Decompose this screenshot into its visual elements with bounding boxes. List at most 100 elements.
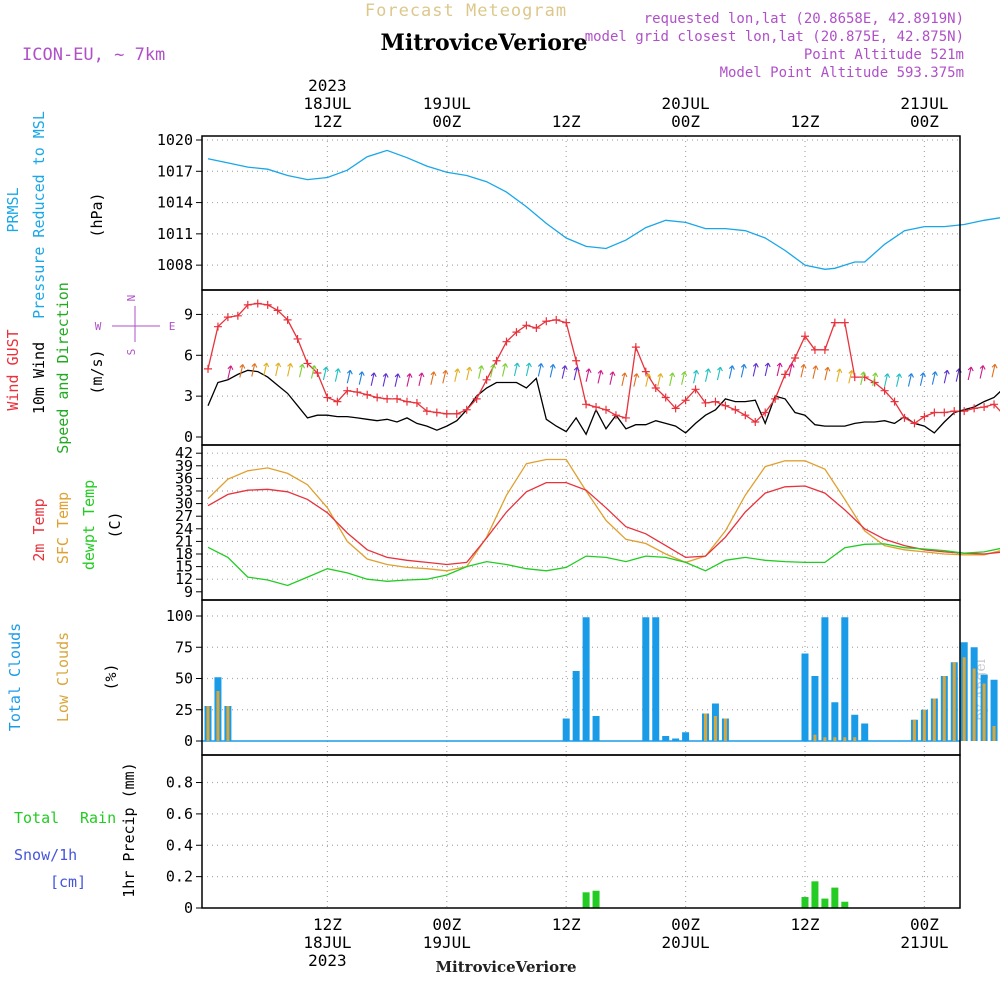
low-cloud-bar: [932, 698, 936, 741]
wind-direction-arrow: [430, 371, 437, 385]
gust-marker: [611, 411, 620, 420]
total-rain-label-1: Total: [14, 809, 59, 827]
low-cloud-bar: [713, 716, 717, 741]
model-label: ICON-EU, ~ 7km: [22, 45, 165, 65]
y-tick-label: 0.4: [166, 836, 193, 854]
total-cloud-bar: [662, 736, 670, 741]
wind-direction-arrow: [513, 362, 520, 377]
y-tick-label: 1011: [157, 225, 193, 243]
gust-marker: [422, 407, 431, 416]
gust-marker: [363, 390, 372, 399]
prmsl-unit-label: (hPa): [88, 192, 106, 237]
y-tick-label: 24: [175, 520, 193, 538]
gust-marker: [373, 393, 382, 402]
y-tick-label: 0.2: [166, 868, 193, 886]
requested-coords: requested lon,lat (20.8658E, 42.8919N): [644, 11, 964, 27]
gust-marker: [840, 318, 849, 327]
y-tick-label: 18: [175, 545, 193, 563]
gust-marker: [950, 407, 959, 416]
wind-direction-arrow: [943, 369, 950, 384]
wind-direction-arrow: [609, 371, 616, 385]
wind-direction-arrow: [299, 363, 306, 378]
wind-direction-arrow: [669, 372, 676, 386]
compass-e: E: [169, 320, 176, 333]
marks-layer: [202, 149, 1000, 908]
gust-marker: [661, 393, 670, 402]
precip-bar: [801, 897, 809, 908]
total-clouds-label: Total Clouds: [6, 623, 24, 731]
gust-marker: [830, 318, 839, 327]
total-cloud-bar: [841, 617, 849, 741]
wind-direction-arrow: [836, 368, 843, 382]
wind-direction-arrow: [442, 370, 449, 384]
total-cloud-bar: [562, 718, 570, 741]
gust-marker: [562, 318, 571, 327]
wind-direction-arrow: [382, 373, 389, 387]
gust-marker: [850, 373, 859, 382]
bottom-time-label: 20JUL: [662, 933, 710, 952]
gust-marker: [820, 345, 829, 354]
total-cloud-bar: [682, 732, 690, 741]
low-cloud-bar: [216, 691, 220, 741]
total-cloud-bar: [801, 653, 809, 741]
low-cloud-bar: [853, 737, 857, 741]
y-tick-label: 1008: [157, 256, 193, 274]
compass-n: N: [125, 295, 138, 302]
gust-marker: [970, 404, 979, 413]
y-tick-label: 27: [175, 507, 193, 525]
y-tick-label: 39: [175, 457, 193, 475]
total-cloud-bar: [990, 679, 998, 741]
total-cloud-bar: [642, 617, 650, 741]
low-cloud-bar: [982, 683, 986, 741]
wind-direction-arrow: [896, 373, 903, 387]
low-cloud-bar: [942, 676, 946, 741]
wind-direction-arrow: [633, 373, 640, 387]
gust-marker: [791, 354, 800, 363]
top-time-label: 12Z: [791, 112, 820, 131]
gust-marker: [273, 306, 282, 315]
gust-label: Wind GUST: [4, 329, 22, 410]
total-cloud-bar: [851, 714, 859, 741]
wind-direction-arrow: [764, 362, 771, 377]
y-tick-label: 3: [184, 387, 193, 405]
top-time-label: 18JUL: [303, 94, 351, 113]
y-tick-label: 21: [175, 532, 193, 550]
snow-label: Snow/1h: [14, 846, 77, 864]
y-tick-label: 0.6: [166, 805, 193, 823]
y-tick-label: 9: [184, 583, 193, 601]
wind-direction-arrow: [657, 373, 664, 387]
wind-direction-arrow: [561, 365, 568, 379]
wind-direction-arrow: [776, 362, 783, 377]
gust-marker: [920, 412, 929, 421]
wind-direction-arrow: [537, 363, 544, 377]
top-time-label: 12Z: [313, 112, 342, 131]
gust-marker: [870, 378, 879, 387]
wind-direction-arrow: [919, 372, 926, 386]
low-cloud-bar: [823, 737, 827, 741]
wind-direction-arrow: [728, 365, 735, 379]
gust-marker: [721, 401, 730, 410]
precip-bar: [592, 890, 600, 908]
wind-direction-arrow: [346, 369, 353, 384]
temp-2m-line: [207, 481, 1000, 566]
total-cloud-bar: [861, 723, 869, 741]
y-tick-label: 25: [175, 701, 193, 719]
wind-direction-arrow: [693, 369, 700, 384]
wind-direction-arrow: [681, 371, 688, 385]
gust-marker: [741, 411, 750, 420]
wind-direction-arrow: [263, 362, 270, 377]
precip-bar: [841, 901, 849, 908]
gust-marker: [223, 313, 232, 322]
wind-direction-arrow: [358, 371, 365, 385]
gust-marker: [293, 334, 302, 343]
wind-speed-line: [207, 369, 1000, 436]
low-cloud-bar: [206, 706, 210, 741]
total-cloud-bar: [582, 617, 590, 741]
low-cloud-bar: [723, 718, 727, 741]
y-tick-label: 1014: [157, 194, 193, 212]
y-tick-label: 0: [184, 899, 193, 917]
y-tick-label: 75: [175, 638, 193, 656]
wind-direction-arrow: [848, 370, 855, 384]
gust-marker: [731, 405, 740, 414]
gust-marker: [751, 418, 760, 427]
